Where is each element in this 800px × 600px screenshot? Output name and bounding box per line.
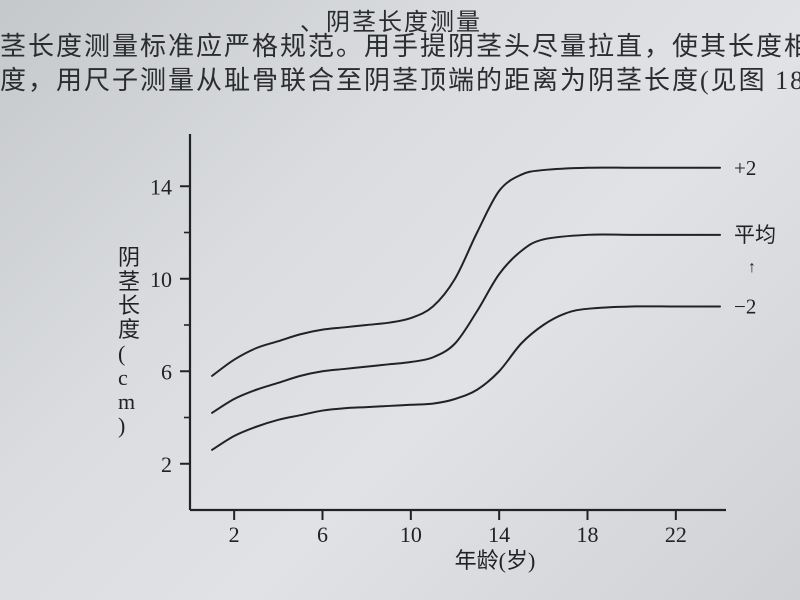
x-tick-label: 22 (665, 522, 687, 547)
series-label-0: +2 (734, 156, 756, 180)
x-tick-label: 2 (229, 522, 240, 547)
series-line-1 (212, 234, 720, 412)
y-tick-label: 14 (150, 174, 172, 199)
y-tick-label: 10 (150, 267, 172, 292)
growth-chart: 2 6 10 14 2 6 10 14 18 22 年龄(岁) 阴茎长度(cm) +2 平均 −2 ↑ (0, 0, 800, 600)
x-axis-label: 年龄(岁) (455, 548, 536, 573)
x-tick-label: 18 (577, 522, 599, 547)
y-axis-label: 阴茎长度(cm) (118, 245, 140, 438)
x-tick-label: 6 (317, 522, 328, 547)
y-tick-label: 6 (161, 359, 172, 384)
series-label-2: −2 (734, 295, 756, 319)
series-line-0 (212, 168, 720, 376)
x-tick-label: 14 (488, 522, 510, 547)
stray-mark: ↑ (748, 259, 756, 276)
x-tick-label: 10 (400, 522, 422, 547)
series-label-1: 平均 (734, 223, 776, 247)
y-tick-label: 2 (161, 452, 172, 477)
